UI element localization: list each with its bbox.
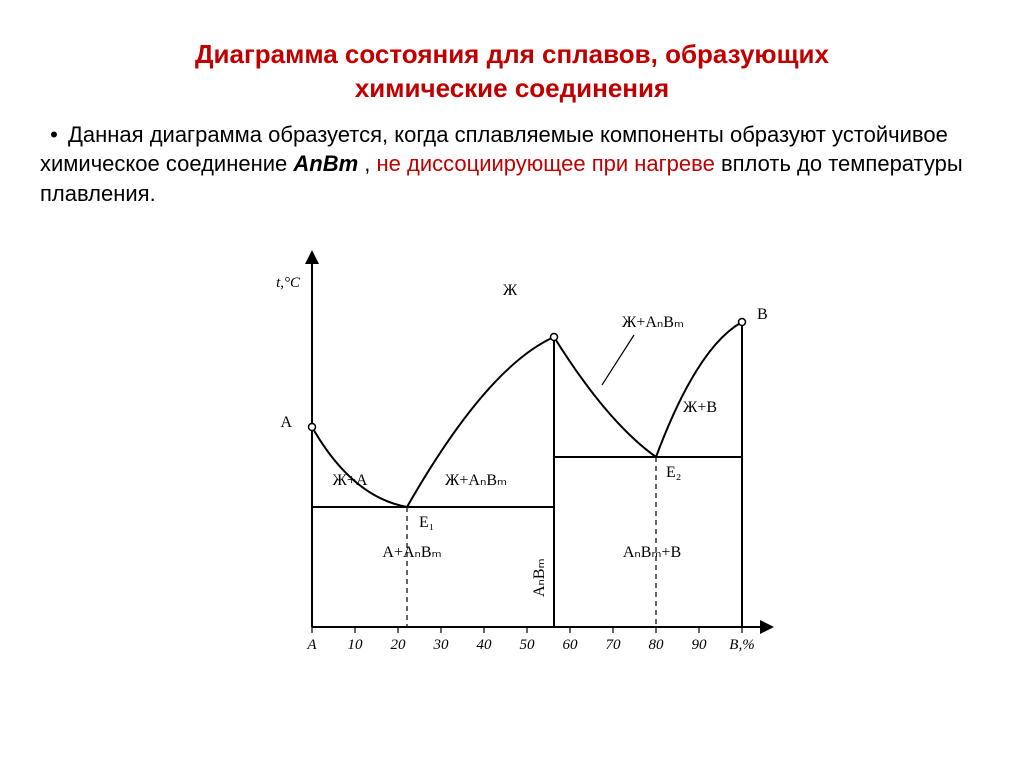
svg-text:40: 40 bbox=[477, 637, 493, 653]
body-paragraph: •Данная диаграмма образуется, когда спла… bbox=[40, 120, 984, 209]
title-line-2: химические соединения bbox=[355, 73, 669, 103]
svg-text:Ж+AₙBₘ: Ж+AₙBₘ bbox=[445, 472, 507, 489]
svg-text:20: 20 bbox=[391, 637, 407, 653]
phase-diagram: t,°C A 10 20 30 40 50 60 70 80 90 B,% A B Ж Ж+A Ж+AₙBₘ Ж+… bbox=[40, 227, 984, 667]
svg-text:10: 10 bbox=[348, 637, 364, 653]
svg-text:Ж+B: Ж+B bbox=[683, 399, 717, 416]
title-line-1: Диаграмма состояния для сплавов, образую… bbox=[195, 39, 829, 69]
para-compound: AnBm bbox=[293, 151, 358, 176]
svg-text:60: 60 bbox=[563, 637, 579, 653]
para-sep: , bbox=[358, 151, 376, 176]
svg-text:AₙBₘ+B: AₙBₘ+B bbox=[623, 544, 681, 561]
slide-title: Диаграмма состояния для сплавов, образую… bbox=[40, 38, 984, 106]
svg-text:B: B bbox=[757, 306, 768, 323]
svg-text:30: 30 bbox=[433, 637, 450, 653]
svg-text:A: A bbox=[306, 637, 317, 653]
svg-text:Ж+AₙBₘ: Ж+AₙBₘ bbox=[622, 314, 684, 331]
svg-text:90: 90 bbox=[692, 637, 708, 653]
bullet-dot: • bbox=[40, 120, 68, 150]
para-red: не диссоциирующее при нагреве bbox=[377, 151, 715, 176]
svg-text:E₁: E₁ bbox=[419, 514, 434, 531]
svg-text:A: A bbox=[280, 414, 292, 431]
svg-text:50: 50 bbox=[520, 637, 536, 653]
svg-text:B,%: B,% bbox=[729, 637, 754, 653]
svg-text:80: 80 bbox=[649, 637, 665, 653]
svg-text:Ж: Ж bbox=[503, 282, 518, 299]
svg-text:70: 70 bbox=[606, 637, 622, 653]
svg-text:Ж+A: Ж+A bbox=[333, 472, 368, 489]
svg-text:t,°C: t,°C bbox=[276, 275, 301, 291]
svg-text:E₂: E₂ bbox=[666, 464, 681, 481]
svg-text:A+AₙBₘ: A+AₙBₘ bbox=[382, 544, 441, 561]
phase-diagram-svg: t,°C A 10 20 30 40 50 60 70 80 90 B,% A B Ж Ж+A Ж+AₙBₘ Ж+… bbox=[232, 227, 792, 667]
svg-text:AₙBₘ: AₙBₘ bbox=[531, 558, 548, 597]
